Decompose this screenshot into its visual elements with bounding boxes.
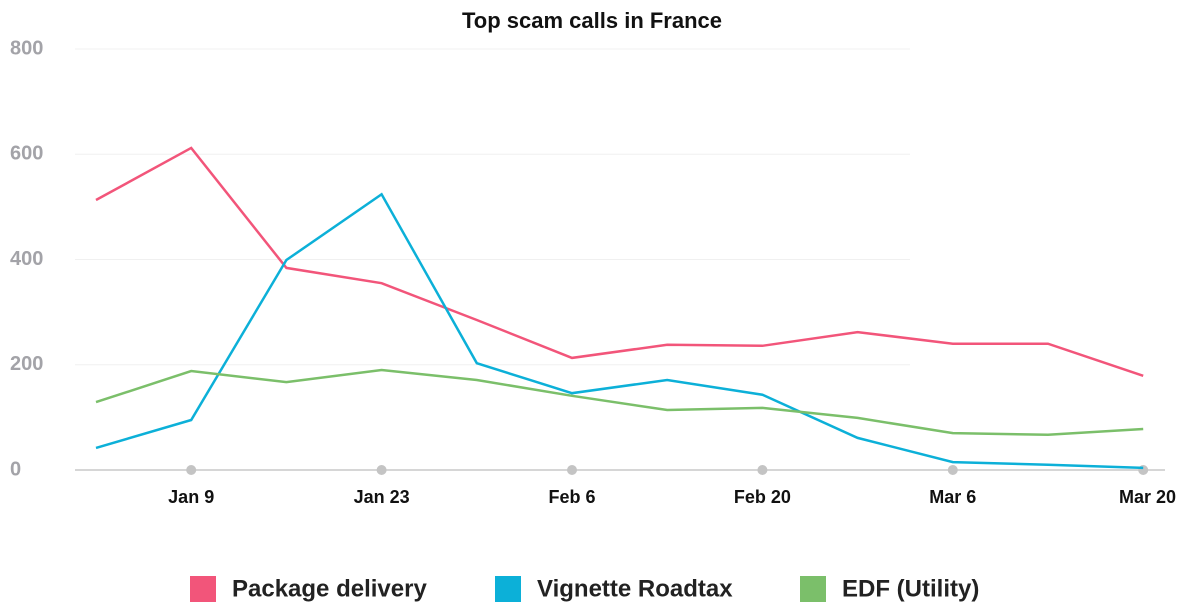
x-tick-dot [947,465,958,475]
legend-label: Vignette Roadtax [537,575,733,602]
x-tick-dot [567,465,577,475]
y-tick-label: 800 [10,37,43,59]
x-tick-dot [186,465,197,475]
x-tick-label: Feb 20 [734,487,791,507]
legend-swatch [495,576,521,602]
x-tick-label: Mar 6 [929,487,976,507]
x-tick-dot [1138,465,1149,475]
x-tick-label: Mar 20 [1119,487,1176,507]
x-tick-label: Jan 23 [354,487,410,507]
line [95,368,1144,436]
y-tick-label: 400 [10,248,43,270]
legend-label: Package delivery [232,575,427,602]
chart-title: Top scam calls in France [462,8,722,33]
line [95,146,1144,377]
x-tick-dot [376,465,387,475]
x-tick-label: Feb 6 [548,487,595,507]
line [95,192,1144,470]
legend-swatch [190,576,216,602]
x-tick-dot [757,465,768,475]
y-tick-label: 200 [10,353,43,375]
y-tick-label: 0 [10,458,21,480]
y-tick-label: 600 [10,143,43,165]
legend-label: EDF (Utility) [842,575,979,602]
legend-swatch [800,576,826,602]
x-tick-label: Jan 9 [168,487,214,507]
